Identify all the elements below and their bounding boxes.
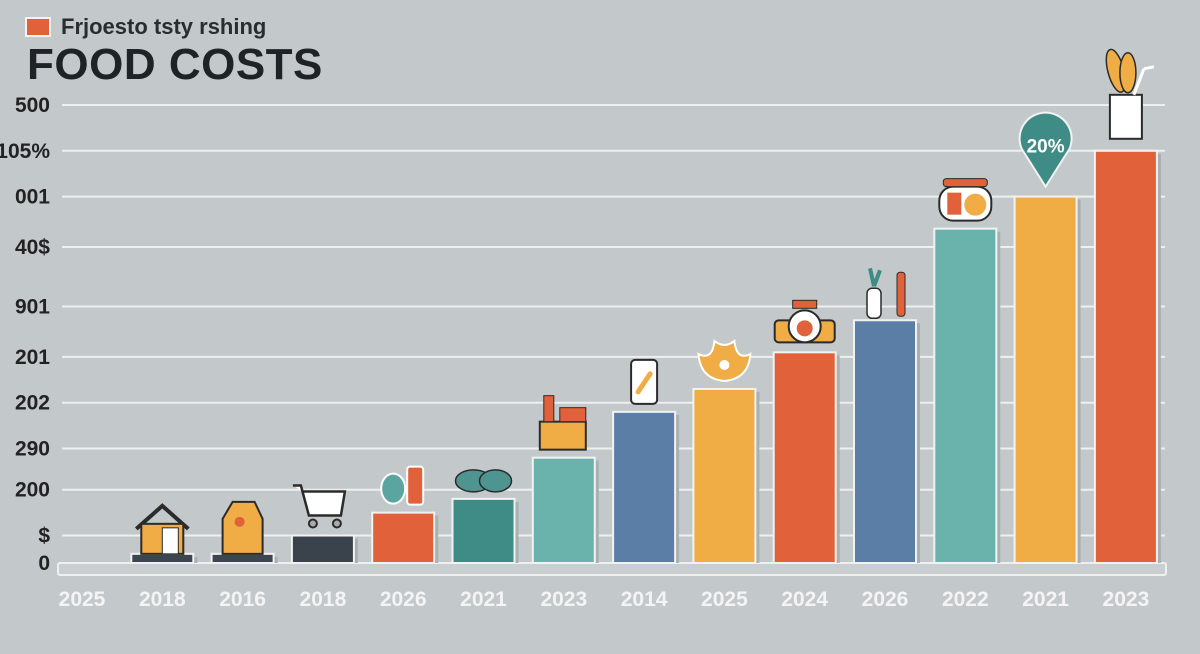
straw <box>1143 65 1155 71</box>
y-tick-label: 901 <box>15 296 50 319</box>
door <box>161 527 179 555</box>
sauce-bottle <box>896 271 906 317</box>
x-tick-label: 2018 <box>300 588 347 611</box>
bottle <box>406 465 425 506</box>
cookie <box>964 193 987 216</box>
phone-icon <box>630 358 659 405</box>
jam <box>947 192 962 215</box>
annotation-badge: 20% <box>1018 111 1073 189</box>
chef-icon <box>773 299 836 344</box>
jar-icon <box>938 178 993 222</box>
bar <box>772 351 837 564</box>
badge-label: 20% <box>1027 137 1065 158</box>
bar <box>290 534 355 565</box>
bar-group <box>1013 195 1081 564</box>
bar-group <box>933 178 1001 564</box>
jar <box>543 395 555 423</box>
x-tick-label: 2023 <box>1103 588 1150 611</box>
wheel <box>307 518 318 529</box>
y-tick-label: 290 <box>15 438 50 461</box>
bar-group <box>451 469 519 565</box>
x-tick-label: 2018 <box>139 588 186 611</box>
item <box>559 407 587 423</box>
bar <box>1013 195 1078 564</box>
bar <box>853 319 917 565</box>
bar <box>371 511 436 564</box>
bar <box>451 497 516 565</box>
legend-swatch <box>25 17 51 37</box>
house-icon <box>134 503 190 555</box>
y-tick-label: 202 <box>15 392 50 415</box>
chef-face <box>796 320 813 337</box>
bar-group <box>612 358 680 564</box>
straw <box>1132 68 1146 96</box>
bread-cup-icon <box>1105 48 1155 140</box>
x-tick-label: 2024 <box>781 588 828 611</box>
chef-hat <box>792 299 818 309</box>
bar-group <box>853 267 920 565</box>
roof <box>134 503 190 531</box>
y-tick-label: 201 <box>15 346 50 369</box>
grocery-bag-icon <box>380 465 425 506</box>
bottles-icon <box>866 267 906 320</box>
x-tick-label: 2026 <box>862 588 909 611</box>
lid <box>942 178 988 188</box>
x-tick-label: 2014 <box>621 588 668 611</box>
y-tick-label: 0 <box>38 552 50 575</box>
bag <box>380 472 407 505</box>
bar <box>692 387 757 564</box>
x-tick-label: 2016 <box>219 588 266 611</box>
x-tick-label: 2025 <box>59 588 106 611</box>
legend: Frjoesto tsty rshing <box>25 14 266 40</box>
bar-group <box>210 500 278 565</box>
wheel <box>331 518 342 529</box>
plant <box>868 267 882 287</box>
x-tick-label: 2021 <box>460 588 507 611</box>
bar <box>1093 149 1158 565</box>
bar <box>130 552 195 565</box>
box <box>538 420 587 451</box>
bar-group <box>290 484 358 565</box>
bar <box>933 227 998 564</box>
bar <box>210 552 275 565</box>
x-tick-label: 2025 <box>701 588 748 611</box>
x-axis-baseline <box>57 562 1167 576</box>
bar <box>612 410 677 564</box>
legend-label: Frjoesto tsty rshing <box>61 14 267 39</box>
x-tick-label: 2026 <box>380 588 427 611</box>
chart-title: FOOD COSTS <box>27 40 323 89</box>
y-tick-label: 40$ <box>15 236 50 259</box>
y-tick-label: 001 <box>15 186 50 209</box>
bar-group <box>130 503 198 565</box>
x-tick-label: 2021 <box>1022 588 1069 611</box>
drop <box>719 359 730 370</box>
dumpling-icon <box>697 339 752 382</box>
shopping-cart-icon <box>292 484 347 529</box>
x-tick-label: 2022 <box>942 588 989 611</box>
potato <box>478 469 513 493</box>
y-tick-label: 105% <box>0 140 50 163</box>
food <box>635 371 653 395</box>
bag <box>221 500 264 555</box>
y-tick-label: $ <box>38 525 50 548</box>
bar-group <box>772 299 840 564</box>
bottle <box>866 287 882 320</box>
bar-group <box>531 395 599 564</box>
cart <box>292 484 347 517</box>
badge-pin <box>1018 111 1073 189</box>
potatoes-icon <box>454 469 513 493</box>
x-tick-label: 2023 <box>540 588 587 611</box>
bread <box>1119 52 1137 94</box>
cheese-bag-icon <box>221 500 264 555</box>
bar <box>531 456 596 564</box>
cup <box>1108 93 1143 140</box>
y-tick-label: 200 <box>15 479 50 502</box>
spot <box>234 516 245 527</box>
bar-group <box>371 465 439 564</box>
y-tick-label: 500 <box>15 94 50 117</box>
bar-group <box>692 339 760 564</box>
bar-group <box>1093 48 1161 565</box>
grocery-box-icon <box>538 395 587 451</box>
